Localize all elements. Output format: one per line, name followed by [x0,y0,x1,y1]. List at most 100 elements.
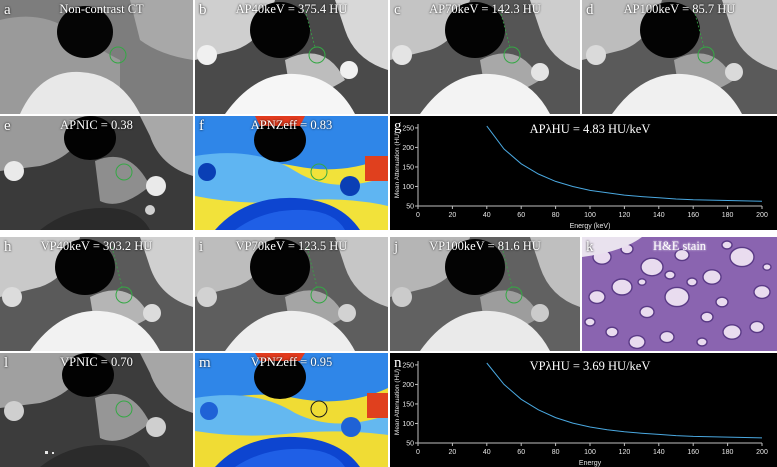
panel-caption: APNZeff = 0.83 [250,118,333,132]
panel-caption: VPNZeff = 0.95 [250,355,333,369]
x-tick-label: 0 [416,449,420,456]
spectral-curve-chart-ap: 0 20 40 60 80 100 120 140 160 180 200 50 100 150 200 25… [394,122,768,230]
zeff-map-vp [195,353,388,467]
panel-caption: APNIC = 0.38 [60,118,133,132]
x-tick-label: 60 [517,449,525,456]
panel-caption: H&E stain [652,239,707,253]
ct-image-ap70kev [390,0,580,114]
histology-follicle [588,289,606,305]
histology-image [582,237,777,351]
ct-image-apnic [0,116,193,230]
histology-follicle [762,263,772,271]
y-tick-label: 200 [402,145,414,152]
panel-letter: g [394,118,402,134]
panel-letter: i [199,239,204,255]
x-tick-label: 140 [653,212,665,219]
x-tick-label: 40 [483,449,491,456]
y-tick-label: 150 [402,164,414,171]
panel-caption: AP40keV = 375.4 HU [235,2,348,16]
panel-letter: l [4,355,9,371]
histology-follicle [749,320,765,334]
ct-image-vp100kev [390,237,580,351]
zeff-map-ap [195,116,388,230]
panel-letter: b [199,2,207,18]
histology-follicle [637,278,647,286]
histology-follicle [584,317,596,327]
panel-letter: a [4,2,11,18]
panel-caption: VP70keV = 123.5 HU [235,239,348,253]
histology-background [582,237,642,257]
x-tick-label: 180 [722,212,734,219]
panel-caption: Non-contrast CT [59,2,144,16]
x-tick-label: 80 [552,212,560,219]
histology-follicle [664,270,676,280]
ct-image-vp70kev [195,237,388,351]
x-tick-label: 120 [619,212,631,219]
x-axis-label: Energy [579,460,602,467]
x-tick-label: 100 [584,449,596,456]
panel-letter: k [586,239,594,255]
x-axis-label: Energy (keV) [570,223,611,230]
panel-letter: h [4,239,12,255]
histology-follicle [659,330,675,344]
panel-letter: m [199,355,211,371]
ct-image-vpnic [0,353,193,467]
panel-e: e APNIC = 0.38 [0,116,193,230]
ct-image-noncontrast [0,0,193,114]
y-tick-label: 200 [402,382,414,389]
histology-follicle [611,278,633,296]
x-tick-label: 60 [517,212,525,219]
panel-j: j VP100keV = 81.6 HU [390,237,580,351]
histology-follicle [729,246,755,268]
panel-n: 0 20 40 60 80 100 120 140 160 180 200 50 100 150 200 25… [390,353,777,467]
panel-letter: n [394,355,402,371]
panel-i: i VP70keV = 123.5 HU [195,237,388,351]
histology-follicle [700,311,714,323]
histology-follicle [715,296,729,308]
panel-g: 0 20 40 60 80 100 120 140 160 180 200 50 100 150 200 25… [390,116,777,230]
x-tick-label: 100 [584,212,596,219]
x-tick-label: 160 [687,212,699,219]
y-tick-label: 250 [402,125,414,132]
series-line [486,362,763,439]
panel-caption: AP70keV = 142.3 HU [429,2,541,16]
panel-k: k H&E stain [582,237,777,351]
panel-l: l VPNIC = 0.70 [0,353,193,467]
panel-d: d AP100keV = 85.7 HU [582,0,777,114]
histology-follicle [686,277,698,287]
histology-follicle [639,305,655,319]
histology-follicle [605,326,619,338]
y-tick-label: 50 [406,204,414,211]
panel-a: a Non-contrast CT [0,0,193,114]
y-tick-label: 100 [402,184,414,191]
x-tick-label: 120 [619,449,631,456]
y-tick-label: 50 [406,441,414,448]
histology-follicle [721,240,733,250]
x-tick-label: 180 [722,449,734,456]
panel-f: f APNZeff = 0.83 [195,116,388,230]
panel-m: m VPNZeff = 0.95 [195,353,388,467]
panel-caption: VP100keV = 81.6 HU [429,239,541,253]
series-line [486,125,763,202]
ct-image-ap100kev [582,0,777,114]
x-tick-label: 80 [552,449,560,456]
row-separator [0,231,777,237]
chart-title: APλHU = 4.83 HU/keV [530,122,651,136]
panel-letter: j [394,239,399,255]
y-tick-label: 250 [402,362,414,369]
y-axis-label: Mean Attenuation (HU) [394,132,401,198]
y-axis-label: Mean Attenuation (HU) [394,369,401,435]
x-tick-label: 200 [756,212,768,219]
panel-caption: VP40keV = 303.2 HU [40,239,153,253]
panel-h: h VP40keV = 303.2 HU [0,237,193,351]
panel-b: b AP40keV = 375.4 HU [195,0,388,114]
histology-follicle [640,257,664,277]
x-tick-label: 20 [449,212,457,219]
spectral-curve-chart-vp: 0 20 40 60 80 100 120 140 160 180 200 50 100 150 200 25… [394,359,768,467]
x-tick-label: 160 [687,449,699,456]
x-tick-label: 40 [483,212,491,219]
y-tick-label: 100 [402,421,414,428]
y-tick-label: 150 [402,401,414,408]
panel-caption: VPNIC = 0.70 [60,355,133,369]
histology-follicle [628,334,646,350]
